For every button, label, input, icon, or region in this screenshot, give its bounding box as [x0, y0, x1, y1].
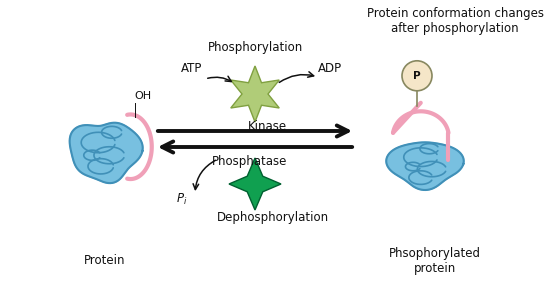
- Text: Phsophorylated
protein: Phsophorylated protein: [389, 247, 481, 275]
- Polygon shape: [70, 123, 143, 183]
- Text: Protein conformation changes
after phosphorylation: Protein conformation changes after phosp…: [367, 7, 544, 35]
- Text: Dephosphorylation: Dephosphorylation: [217, 210, 329, 223]
- Text: Phosphorylation: Phosphorylation: [208, 40, 302, 53]
- Text: Phosphatase: Phosphatase: [213, 155, 288, 168]
- Text: $P_i$: $P_i$: [176, 191, 188, 207]
- Circle shape: [402, 61, 432, 91]
- Text: ATP: ATP: [181, 62, 203, 75]
- Text: Kinase: Kinase: [247, 121, 286, 134]
- Text: P: P: [413, 71, 421, 81]
- Text: OH: OH: [135, 91, 152, 101]
- Polygon shape: [386, 142, 464, 190]
- Text: Protein: Protein: [84, 255, 126, 268]
- Polygon shape: [231, 66, 279, 122]
- Text: ADP: ADP: [318, 62, 342, 75]
- Polygon shape: [229, 158, 281, 210]
